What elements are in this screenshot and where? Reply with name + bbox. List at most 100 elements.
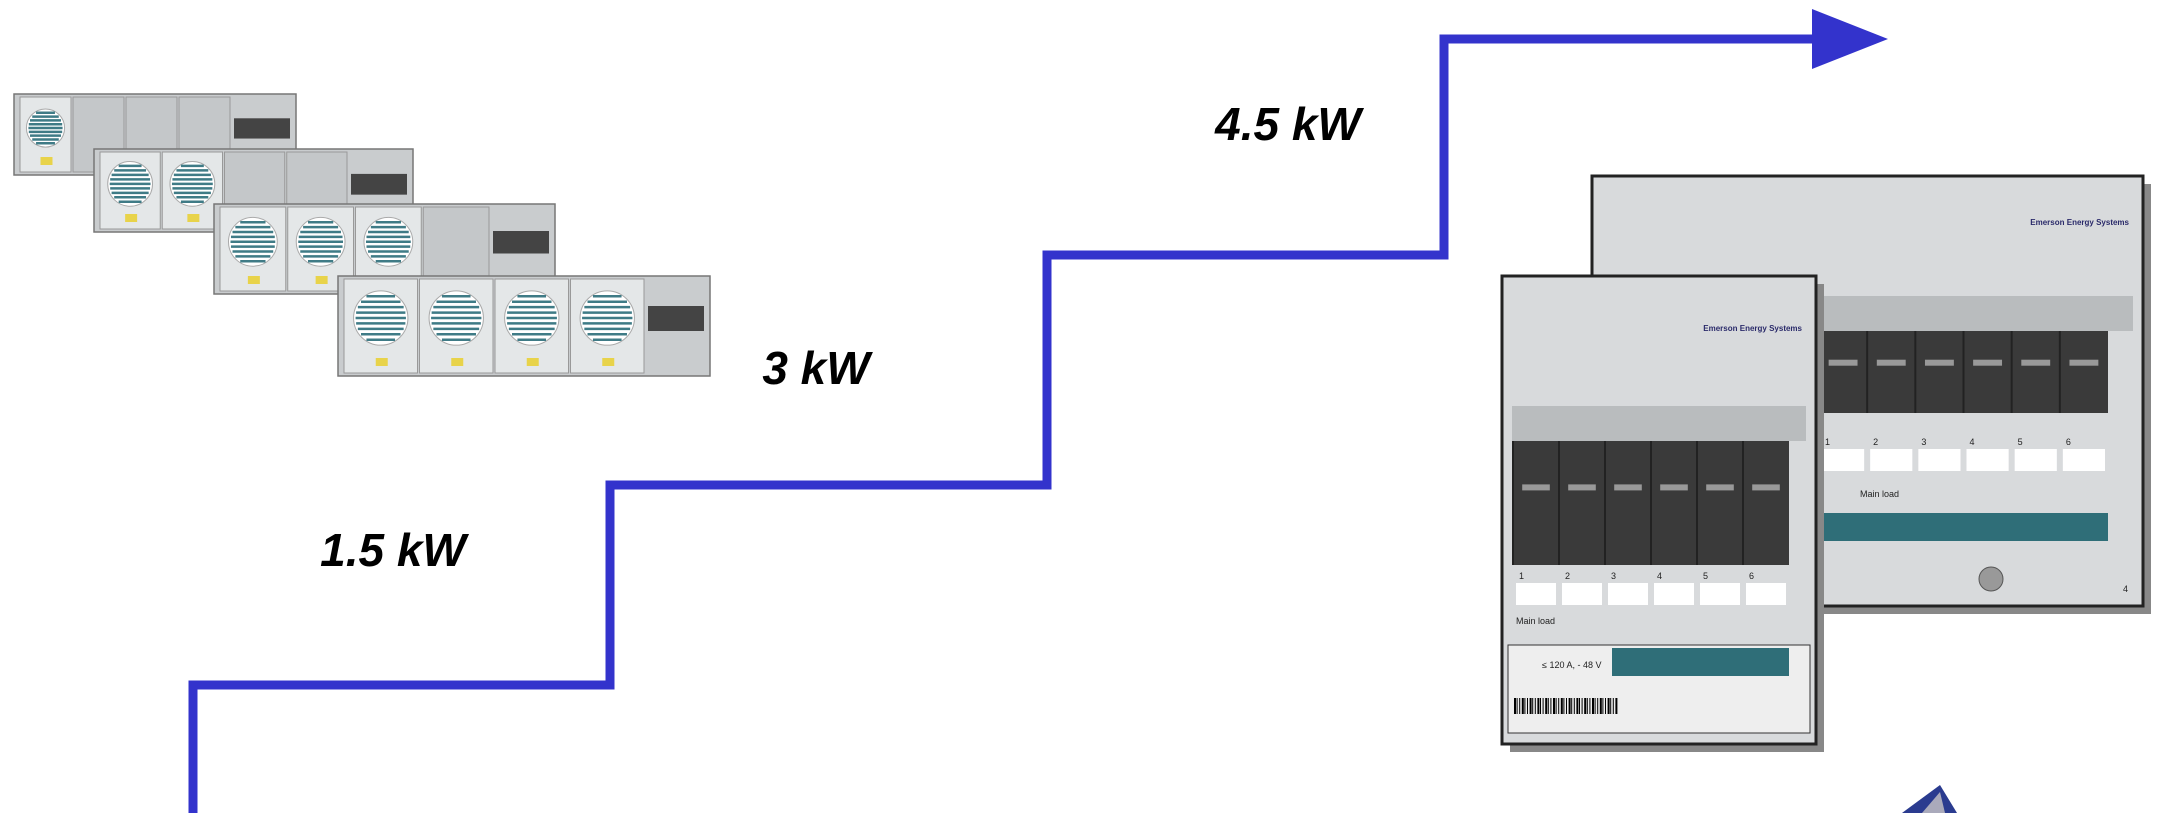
band — [1512, 406, 1806, 441]
circuit-number: 3 — [1921, 437, 1926, 447]
barcode — [1530, 698, 1532, 714]
barcode — [1600, 698, 1602, 714]
barcode — [1556, 698, 1557, 714]
barcode — [1579, 698, 1580, 714]
barcode — [1569, 698, 1571, 714]
breaker-handle — [1614, 484, 1642, 490]
barcode — [1597, 698, 1598, 714]
barcode — [1602, 698, 1603, 714]
arrow-head — [1812, 9, 1888, 69]
label-box — [1700, 583, 1740, 605]
breakers — [234, 118, 290, 138]
circuit-number: 5 — [1703, 571, 1708, 581]
rack-units — [14, 94, 710, 376]
barcode — [1540, 698, 1541, 714]
barcode — [1519, 698, 1520, 714]
led — [316, 276, 328, 284]
barcode — [1576, 698, 1578, 714]
barcode — [1550, 698, 1551, 714]
barcode — [1545, 698, 1547, 714]
barcode — [1584, 698, 1586, 714]
breaker-handle — [1925, 360, 1954, 366]
power-label: 1.5 kW — [320, 524, 469, 576]
barcode — [1522, 698, 1524, 714]
led — [187, 214, 199, 222]
breaker-handle — [1660, 484, 1688, 490]
brand: Emerson Energy Systems — [2030, 218, 2129, 227]
breaker-handle — [1752, 484, 1780, 490]
circuit-number: 2 — [1873, 437, 1878, 447]
rack — [338, 276, 710, 376]
bus-bar — [1612, 648, 1789, 676]
breakers — [351, 174, 407, 195]
barcode — [1553, 698, 1555, 714]
barcode — [1615, 698, 1617, 714]
barcode — [1613, 698, 1614, 714]
power-label: 3 kW — [762, 342, 873, 394]
barcode — [1517, 698, 1518, 714]
breaker-handle — [1973, 360, 2002, 366]
label-box — [1870, 449, 1912, 471]
bus-bar — [1819, 513, 2108, 541]
load-label: Main load — [1516, 616, 1555, 626]
breaker-handle — [1877, 360, 1906, 366]
barcode — [1532, 698, 1533, 714]
barcode — [1537, 698, 1539, 714]
led — [602, 358, 614, 366]
panel-index: 4 — [2123, 584, 2128, 594]
barcode — [1527, 698, 1528, 714]
barcode — [1595, 698, 1596, 714]
led — [451, 358, 463, 366]
barcode — [1514, 698, 1516, 714]
power-label: 4.5 kW — [1214, 98, 1364, 150]
circuit-number: 4 — [1657, 571, 1662, 581]
barcode — [1558, 698, 1559, 714]
label-box — [2063, 449, 2105, 471]
label-box — [1822, 449, 1864, 471]
circuit-number: 6 — [1749, 571, 1754, 581]
led — [41, 157, 53, 165]
breakers — [648, 306, 704, 331]
breaker-handle — [1829, 360, 1858, 366]
led — [527, 358, 539, 366]
breaker-handle — [2069, 360, 2098, 366]
rating: ≤ 120 A, - 48 V — [1542, 660, 1601, 670]
barcode — [1548, 698, 1549, 714]
barcode — [1563, 698, 1564, 714]
circuit-number: 6 — [2066, 437, 2071, 447]
circuit-number: 2 — [1565, 571, 1570, 581]
led — [125, 214, 137, 222]
breaker-handle — [1706, 484, 1734, 490]
barcode — [1561, 698, 1563, 714]
barcode — [1524, 698, 1525, 714]
label-box — [1562, 583, 1602, 605]
circuit-number: 5 — [2018, 437, 2023, 447]
breaker-handle — [1568, 484, 1596, 490]
barcode — [1605, 698, 1606, 714]
breaker-handle — [1522, 484, 1550, 490]
gland — [1979, 567, 2003, 591]
breakers — [493, 231, 549, 254]
label-box — [2015, 449, 2057, 471]
barcode — [1571, 698, 1572, 714]
circuit-number: 1 — [1519, 571, 1524, 581]
label-box — [1967, 449, 2009, 471]
circuit-number: 1 — [1825, 437, 1830, 447]
brand: Emerson Energy Systems — [1703, 324, 1802, 333]
circuit-number: 3 — [1611, 571, 1616, 581]
load-label: Main load — [1860, 489, 1899, 499]
led — [248, 276, 260, 284]
label-box — [1608, 583, 1648, 605]
barcode — [1589, 698, 1590, 714]
barcode — [1592, 698, 1594, 714]
distribution-panels: Emerson Energy Systems 1 2 3 4 5 6 Main load 4 Em… — [1502, 176, 2151, 752]
slide: 1.5 kW 3 kW 4.5 kW Emerson Energy System… — [0, 0, 2161, 813]
barcode — [1543, 698, 1544, 714]
label-box — [1516, 583, 1556, 605]
barcode — [1574, 698, 1575, 714]
barcode — [1587, 698, 1588, 714]
barcode — [1535, 698, 1536, 714]
barcode — [1582, 698, 1583, 714]
label-box — [1918, 449, 1960, 471]
